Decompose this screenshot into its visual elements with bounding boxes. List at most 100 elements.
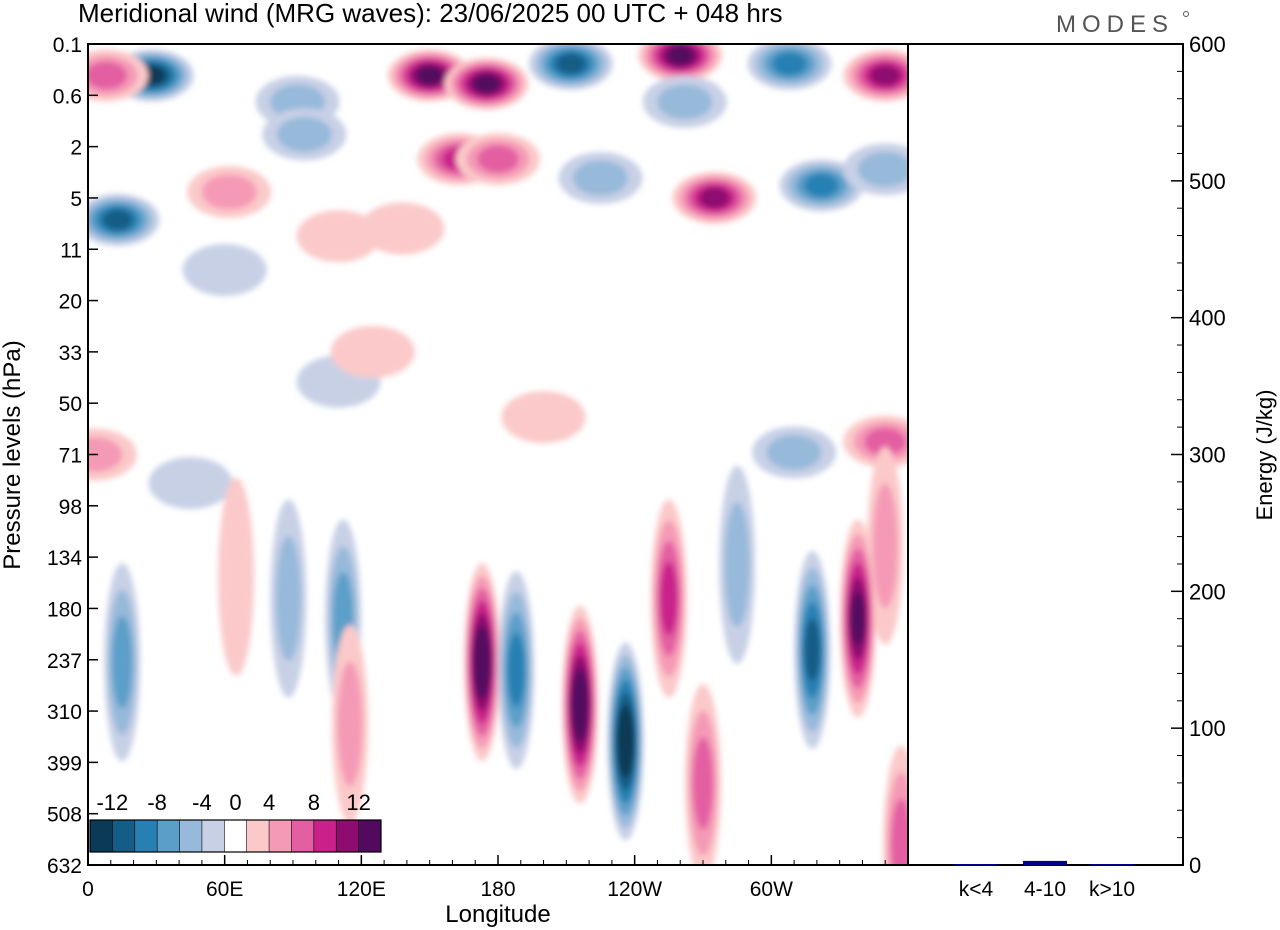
heatmap-cell bbox=[779, 159, 864, 212]
energy-x-axis: k<4 4-10 k>10 bbox=[959, 878, 1135, 901]
colorbar-swatch bbox=[246, 820, 270, 852]
heatmap-contour bbox=[501, 391, 586, 444]
colorbar-swatch bbox=[358, 820, 382, 852]
y-tick-label: 399 bbox=[47, 752, 82, 775]
heatmap-cell bbox=[331, 624, 368, 823]
heatmap-contour bbox=[477, 145, 519, 173]
trademark-icon bbox=[1183, 11, 1189, 17]
heatmap-cell bbox=[672, 171, 757, 224]
heatmap-cell bbox=[88, 428, 137, 481]
modes-logo-text: MODES bbox=[1056, 11, 1174, 38]
heatmap-cell bbox=[883, 745, 908, 865]
colorbar-swatch bbox=[179, 820, 203, 852]
y-tick-label: 180 bbox=[47, 598, 82, 621]
energy-bar bbox=[1023, 860, 1067, 865]
energy-axis-label: Energy (J/kg) bbox=[1252, 390, 1277, 521]
heatmap-cell bbox=[650, 499, 687, 698]
heatmap-cell bbox=[719, 465, 756, 664]
heatmap-contour bbox=[507, 632, 526, 707]
heatmap-cell bbox=[88, 193, 160, 246]
heatmap-contour bbox=[337, 661, 363, 787]
heatmap-contour bbox=[148, 457, 233, 510]
energy-panel-frame bbox=[907, 43, 1184, 866]
colorbar-frame bbox=[89, 819, 382, 853]
modes-logo: MODES bbox=[1056, 11, 1189, 38]
heatmap-contour bbox=[804, 173, 839, 198]
heatmap-contour bbox=[772, 52, 807, 76]
energy-tick-label: 100 bbox=[1189, 716, 1226, 741]
colorbar-tick-label: -4 bbox=[192, 790, 212, 815]
y-axis-label: Pressure levels (hPa) bbox=[0, 340, 26, 569]
heatmap-cell bbox=[562, 605, 598, 804]
heatmap-contour bbox=[699, 187, 730, 209]
heatmap-cell bbox=[642, 75, 727, 128]
heatmap-contour bbox=[111, 615, 133, 709]
heatmap-cell bbox=[88, 49, 149, 102]
heatmap-cell bbox=[464, 563, 501, 762]
heatmap-contour bbox=[102, 209, 133, 231]
y-tick-label: 33 bbox=[59, 342, 82, 365]
y-tick-label: 310 bbox=[47, 701, 82, 724]
colorbar: -12 -8 -4 0 4 8 12 bbox=[89, 790, 382, 853]
y-tick-label: 632 bbox=[47, 855, 82, 878]
heatmap-cell bbox=[498, 570, 535, 769]
heatmap-cell bbox=[218, 477, 255, 676]
y-tick-label: 237 bbox=[47, 650, 82, 673]
heatmap-contour bbox=[573, 160, 628, 196]
heatmap-cell bbox=[104, 563, 141, 762]
y-tick-label: 2 bbox=[70, 137, 82, 160]
colorbar-swatch bbox=[112, 820, 136, 852]
heatmap-cell bbox=[638, 44, 723, 82]
y-axis-left: 0.1 0.6 2 5 11 20 33 50 71 98 134 180 237 310 399 508 63… bbox=[47, 34, 98, 878]
x-tick-label: 0 bbox=[82, 878, 94, 901]
heatmap-contour bbox=[864, 427, 907, 456]
x-tick-label: 60E bbox=[206, 878, 243, 901]
energy-tick-label: 200 bbox=[1189, 579, 1226, 604]
heatmap-contour bbox=[330, 325, 415, 378]
heatmap-contour bbox=[416, 66, 443, 85]
heatmap-cell bbox=[182, 243, 267, 296]
y-tick-label: 71 bbox=[59, 445, 82, 468]
heatmap-cell bbox=[752, 426, 837, 479]
y-tick-label: 0.1 bbox=[53, 34, 82, 57]
heatmap-contour bbox=[555, 53, 586, 75]
heatmap-contour bbox=[473, 74, 500, 94]
y-tick-label: 98 bbox=[59, 496, 82, 519]
heatmap-contour bbox=[182, 243, 267, 296]
heatmap-contour bbox=[724, 502, 750, 628]
heatmap-cell bbox=[867, 446, 904, 645]
heatmap-contour bbox=[573, 680, 587, 729]
heatmap-cell bbox=[607, 642, 644, 841]
y-tick-label: 0.6 bbox=[53, 85, 82, 108]
x-axis: 0 60E 120E 180 120W 60W bbox=[82, 855, 886, 901]
heatmap-cell bbox=[843, 143, 908, 196]
heatmap-contour bbox=[857, 151, 908, 187]
colorbar-swatch bbox=[291, 820, 315, 852]
heatmap-contour bbox=[201, 174, 257, 210]
colorbar-tick-label: 8 bbox=[308, 790, 320, 815]
y-tick-label: 11 bbox=[60, 239, 82, 262]
heatmap-cell bbox=[794, 551, 831, 750]
heatmap-contour bbox=[275, 535, 302, 661]
colorbar-swatch bbox=[201, 820, 225, 852]
heatmap-cell bbox=[501, 391, 586, 444]
colorbar-tick-label: -12 bbox=[96, 790, 128, 815]
colorbar-tick-label: -8 bbox=[147, 790, 167, 815]
heatmap-cell bbox=[456, 133, 540, 186]
heatmap-cell bbox=[296, 210, 381, 263]
heatmap-contour bbox=[276, 116, 332, 152]
colorbar-swatch bbox=[313, 820, 337, 852]
heatmap-contour bbox=[872, 483, 898, 609]
colorbar-tick-label: 0 bbox=[229, 790, 241, 815]
energy-bar bbox=[954, 864, 998, 865]
y-tick-label: 508 bbox=[47, 804, 82, 827]
energy-category-label: k>10 bbox=[1089, 878, 1135, 901]
colorbar-swatch bbox=[90, 820, 113, 852]
heatmap-contour bbox=[667, 46, 694, 65]
heatmap-contour bbox=[657, 84, 713, 120]
x-tick-label: 120W bbox=[607, 878, 662, 901]
heatmap-contour bbox=[475, 638, 489, 687]
heatmap-contour bbox=[88, 61, 128, 90]
energy-tick-label: 0 bbox=[1189, 853, 1201, 878]
energy-tick-label: 300 bbox=[1189, 443, 1226, 468]
